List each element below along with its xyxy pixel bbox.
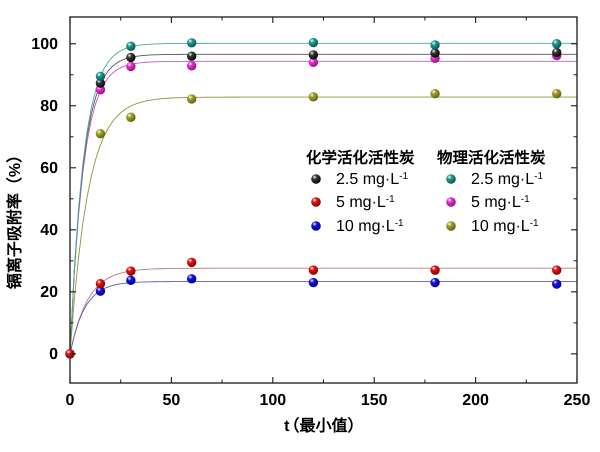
svg-text:10 mg·L-1: 10 mg·L-1 (471, 218, 539, 236)
svg-text:镉离子吸附率（%）: 镉离子吸附率（%） (5, 147, 24, 289)
svg-text:100: 100 (31, 36, 58, 53)
svg-text:0: 0 (49, 346, 58, 363)
svg-text:2.5 mg·L-1: 2.5 mg·L-1 (336, 171, 408, 189)
svg-text:物理活化活性炭: 物理活化活性炭 (437, 149, 546, 167)
svg-text:60: 60 (40, 160, 58, 177)
svg-text:250: 250 (564, 392, 591, 409)
svg-text:40: 40 (40, 222, 58, 239)
svg-text:200: 200 (462, 392, 489, 409)
svg-text:100: 100 (259, 392, 286, 409)
svg-text:50: 50 (163, 392, 181, 409)
svg-text:20: 20 (40, 284, 58, 301)
svg-text:t（最小值）: t（最小值） (283, 416, 363, 435)
svg-text:10 mg·L-1: 10 mg·L-1 (336, 218, 404, 236)
svg-text:2.5 mg·L-1: 2.5 mg·L-1 (471, 171, 543, 189)
svg-text:5 mg·L-1: 5 mg·L-1 (471, 194, 530, 212)
svg-text:0: 0 (66, 392, 75, 409)
svg-text:化学活化活性炭: 化学活化活性炭 (306, 149, 415, 167)
svg-text:150: 150 (361, 392, 388, 409)
svg-text:5 mg·L-1: 5 mg·L-1 (336, 194, 395, 212)
svg-text:80: 80 (40, 98, 58, 115)
